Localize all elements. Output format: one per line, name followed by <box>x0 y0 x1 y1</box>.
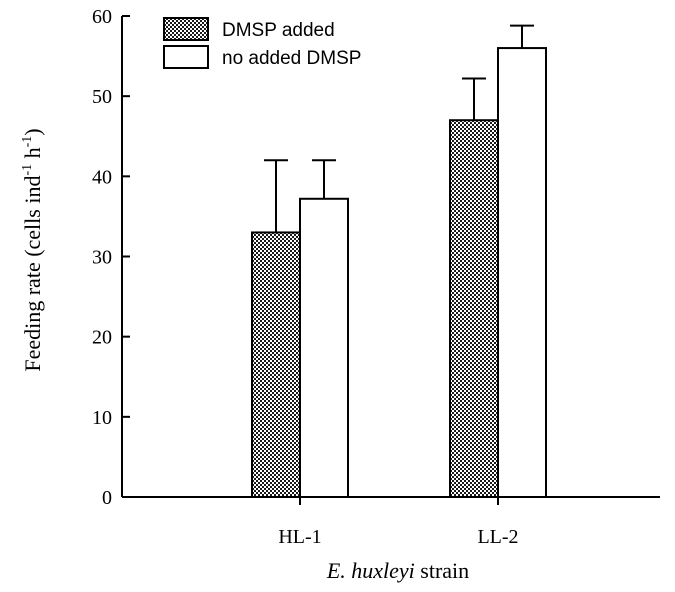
legend-swatch-no-added-dmsp <box>163 45 209 69</box>
y-tick-label: 50 <box>92 86 112 108</box>
y-tick-label: 20 <box>92 327 112 349</box>
bar-dmsp-added-hl-1 <box>251 231 301 498</box>
legend-label-dmsp-added: DMSP added <box>222 20 335 41</box>
bar-no-added-dmsp-ll-2 <box>497 47 547 498</box>
y-tick-label: 0 <box>102 487 112 509</box>
y-tick-label: 40 <box>92 166 112 188</box>
legend-swatch-dmsp-added <box>163 17 209 41</box>
y-tick-label: 60 <box>92 6 112 28</box>
y-tick-label: 10 <box>92 407 112 429</box>
x-axis-label: E. huxleyi strain <box>326 558 469 583</box>
bar-dmsp-added-ll-2 <box>449 119 499 498</box>
x-tick-label: HL-1 <box>278 526 321 548</box>
y-tick-label: 30 <box>92 247 112 269</box>
bar-no-added-dmsp-hl-1 <box>299 197 349 498</box>
x-tick-label: LL-2 <box>477 526 518 548</box>
y-axis-label: Feeding rate (cells ind-1 h-1) <box>20 128 45 371</box>
legend-label-no-added-dmsp: no added DMSP <box>222 48 361 69</box>
